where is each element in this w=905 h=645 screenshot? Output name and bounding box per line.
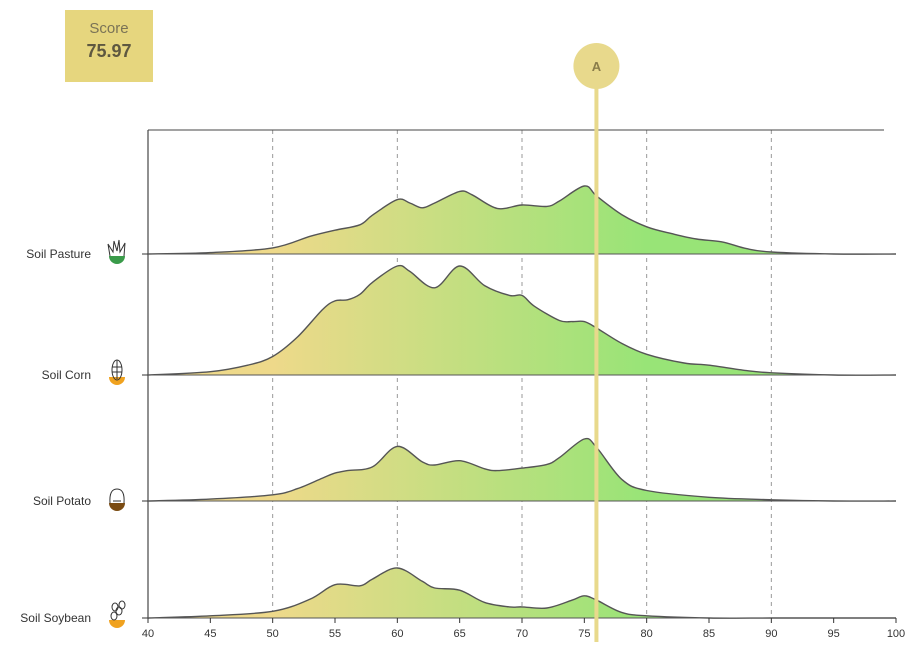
x-tick-label-75: 75	[578, 628, 590, 640]
row-label-soil-corn: Soil Corn	[42, 368, 91, 382]
marker-circle	[573, 43, 620, 89]
soybean-icon	[109, 600, 126, 628]
x-tick-label-100: 100	[887, 628, 905, 640]
x-tick-label-70: 70	[516, 628, 528, 640]
score-label: Score	[89, 20, 129, 37]
corn-icon	[109, 359, 125, 385]
x-tick-label-90: 90	[765, 628, 777, 640]
basket-icon	[109, 488, 125, 511]
score-panel: Score 75.97	[65, 10, 153, 82]
density-area-soil-soybean	[148, 567, 896, 619]
density-area-soil-potato	[148, 438, 896, 502]
grass-icon	[107, 239, 126, 264]
row-label-soil-potato: Soil Potato	[33, 494, 91, 508]
x-tick-label-65: 65	[454, 628, 466, 640]
x-tick-label-45: 45	[204, 628, 216, 640]
score-value: 75.97	[86, 41, 132, 61]
row-label-soil-soybean: Soil Soybean	[20, 611, 91, 625]
density-curve-soil-soybean	[147, 567, 896, 619]
x-tick-label-80: 80	[641, 628, 653, 640]
x-tick-label-60: 60	[391, 628, 403, 640]
density-area-soil-pasture	[148, 185, 896, 255]
x-tick-label-95: 95	[828, 628, 840, 640]
marker-label: A	[592, 59, 602, 74]
row-label-soil-pasture: Soil Pasture	[26, 247, 91, 261]
x-tick-label-55: 55	[329, 628, 341, 640]
x-tick-label-40: 40	[142, 628, 154, 640]
density-area-soil-corn	[148, 265, 896, 376]
density-curve-soil-pasture	[147, 185, 897, 255]
x-tick-label-50: 50	[267, 628, 279, 640]
density-curve-soil-potato	[147, 437, 897, 502]
x-tick-label-85: 85	[703, 628, 715, 640]
density-curve-soil-corn	[147, 264, 897, 376]
